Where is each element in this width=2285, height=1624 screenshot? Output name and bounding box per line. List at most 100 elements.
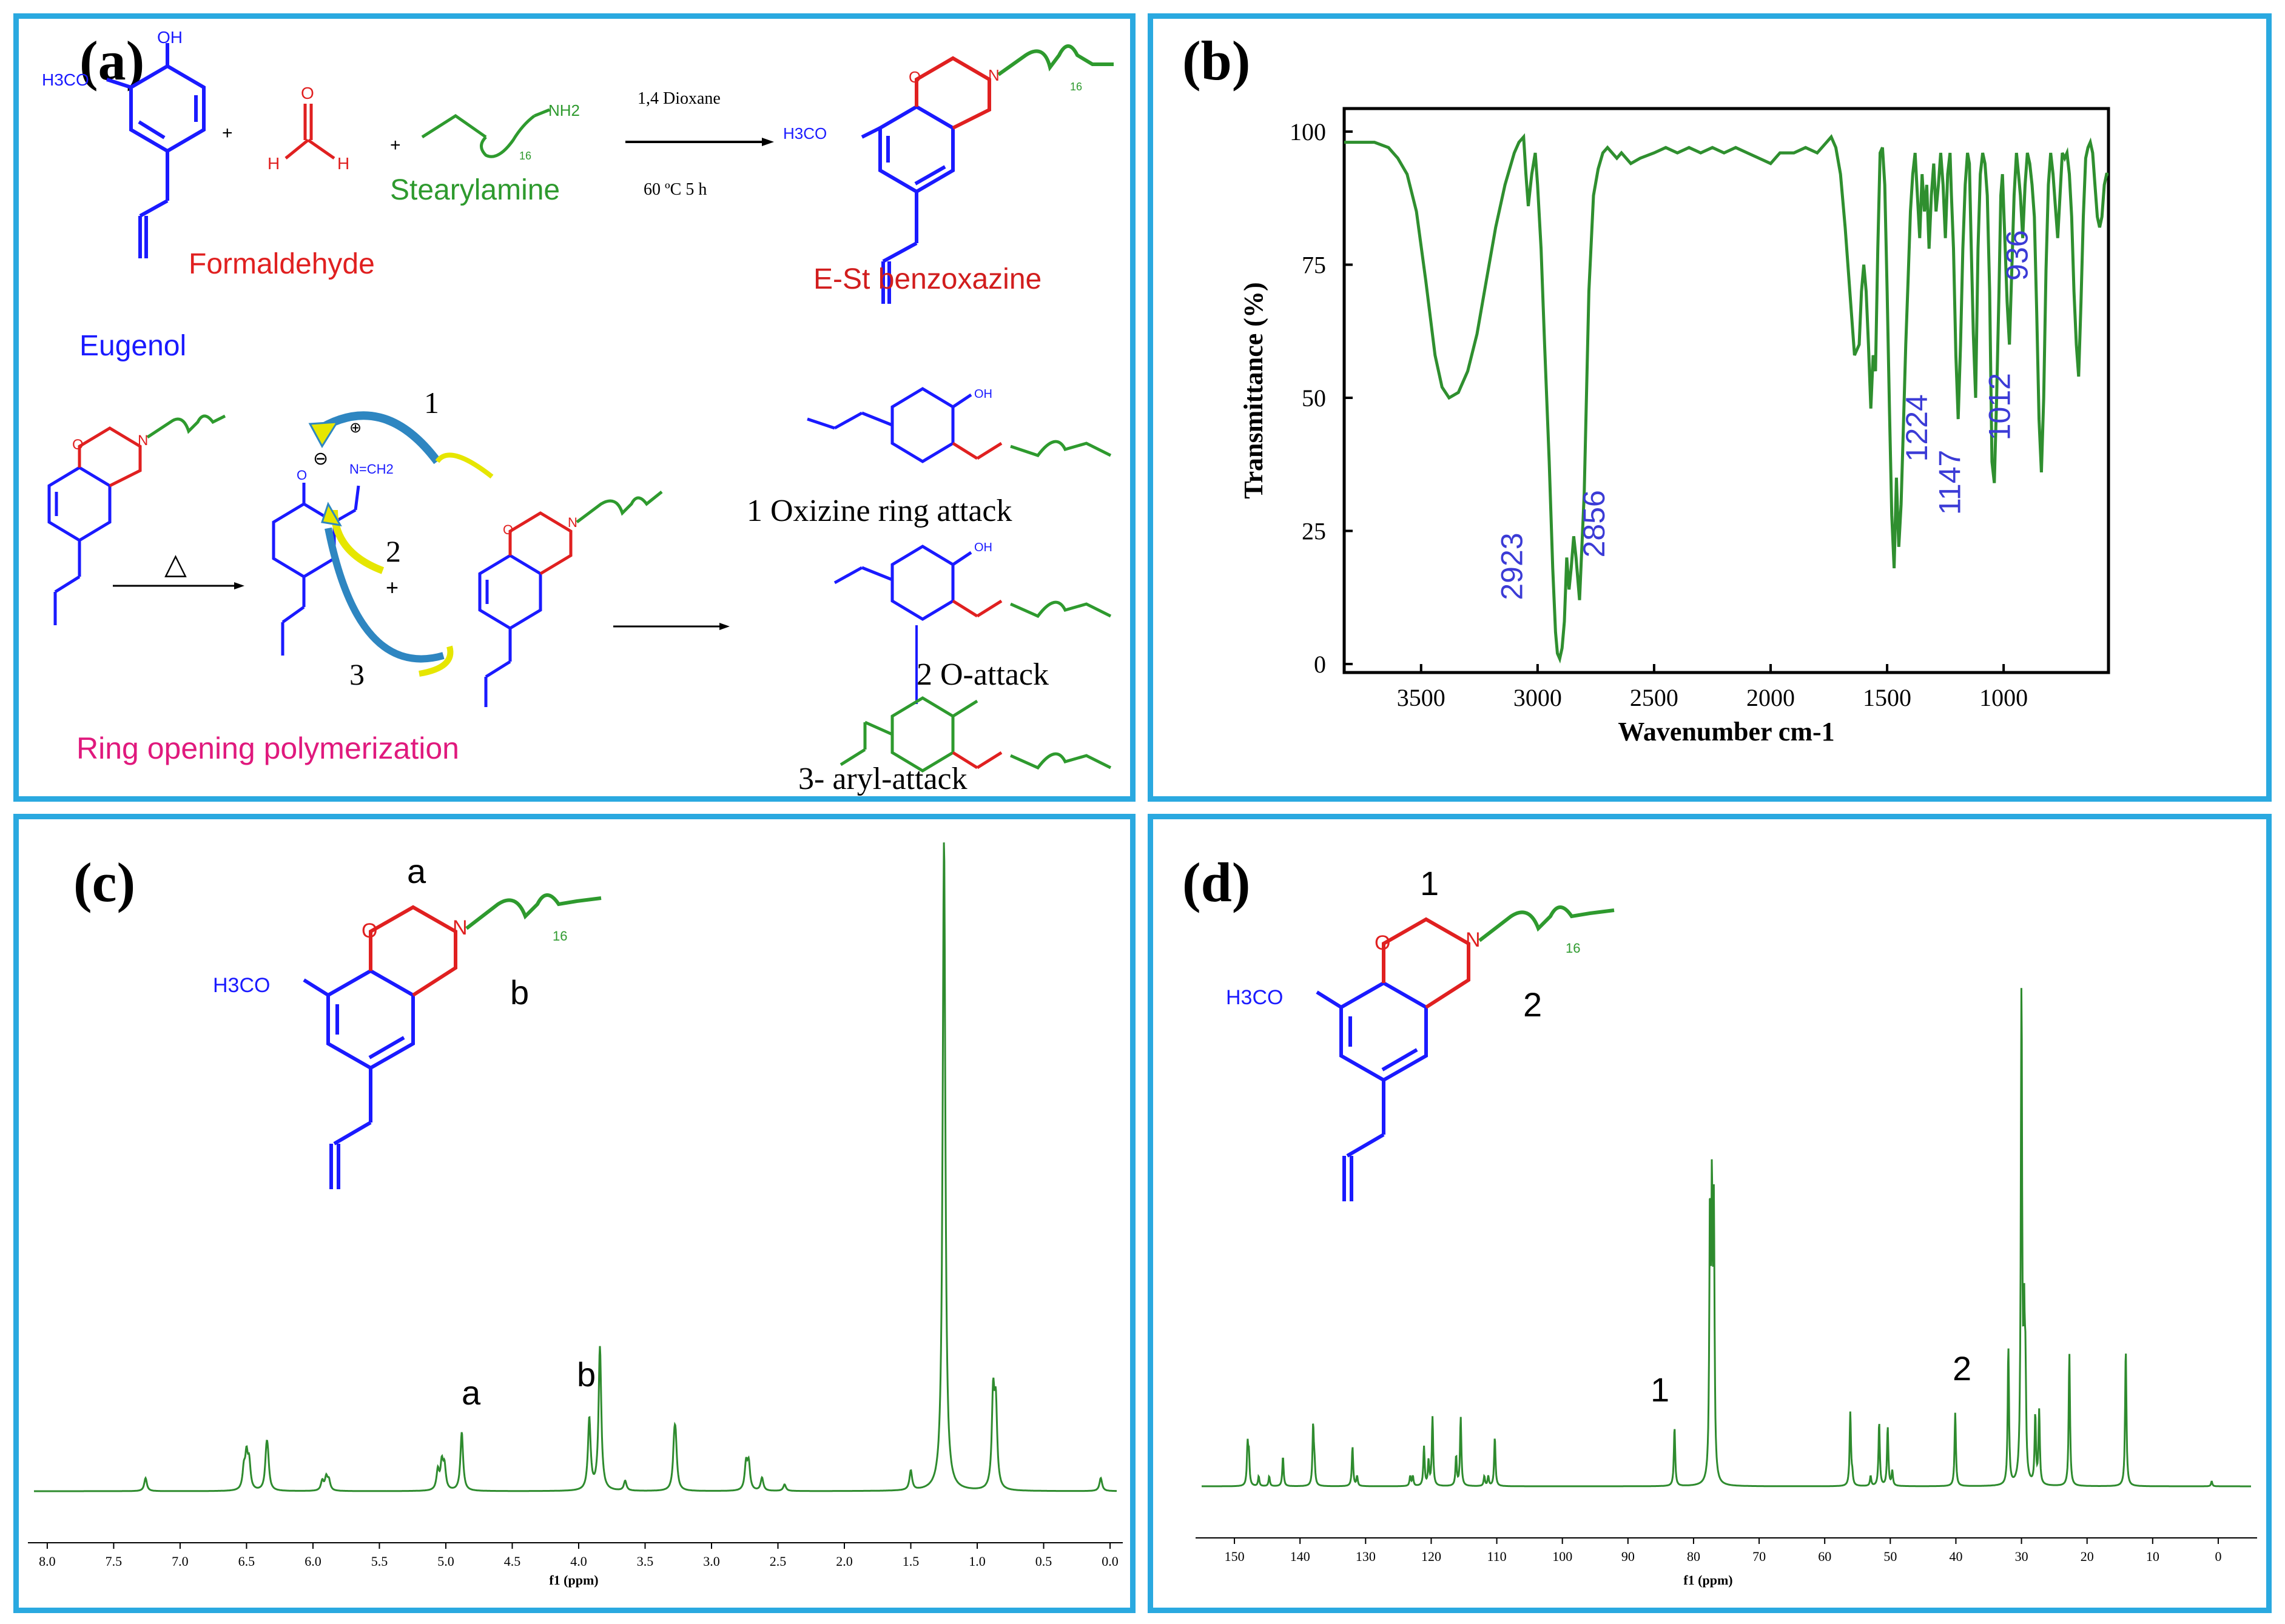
- c-peak-label-b: b: [577, 1355, 596, 1394]
- nmr-x-tick-label: 3.0: [703, 1554, 720, 1569]
- c-nmr-spectrum-line: [1202, 988, 2251, 1488]
- nmr-x-tick-label: 1.5: [903, 1554, 920, 1569]
- polymerization-arrowhead: [719, 623, 730, 630]
- ftir-x-tick-label: 3000: [1513, 684, 1562, 711]
- plus-charge: ⊕: [349, 420, 362, 436]
- attack-1-label: 1 Oxizine ring attack: [747, 494, 1012, 528]
- nmr-x-tick-label: 60: [1818, 1549, 1831, 1564]
- product-structure: [861, 44, 1114, 304]
- rop-o: O: [72, 437, 84, 453]
- product-h3co: H3CO: [783, 124, 827, 143]
- d-struct-label-2: 2: [1523, 985, 1542, 1024]
- condition-solvent: 1,4 Dioxane: [638, 89, 721, 108]
- nmr-x-tick-label: 10: [2146, 1549, 2159, 1564]
- intermediate-o-minus: O: [297, 468, 307, 483]
- nmr-x-tick-label: 1.0: [969, 1554, 986, 1569]
- second-monomer-o: O: [503, 522, 513, 537]
- nmr-x-tick-label: 5.5: [371, 1554, 388, 1569]
- ftir-peak-label: 2923: [1495, 532, 1529, 600]
- minus-charge: ⊖: [313, 449, 328, 469]
- panel-b-ftir: (b) 3500 3000 2500 2000 1500 1000 0 25 50 75 100 2…: [1148, 13, 2272, 802]
- eugenol-label: Eugenol: [79, 330, 186, 362]
- ftir-spectrum-line: [1344, 133, 2108, 664]
- nmr-x-tick-label: 6.5: [238, 1554, 255, 1569]
- ftir-x-tick-label: 3500: [1397, 684, 1445, 711]
- eugenol-h3co: H3CO: [42, 70, 89, 89]
- nmr-x-tick-label: 50: [1883, 1549, 1897, 1564]
- formaldehyde-structure: [284, 104, 335, 160]
- d-atom-o: O: [1375, 931, 1390, 955]
- attack-2-structure: [833, 545, 1112, 621]
- nmr-x-tick-label: 90: [1621, 1549, 1635, 1564]
- rop-n: N: [138, 432, 148, 449]
- arrow-number-3: 3: [349, 657, 365, 691]
- nmr-x-tick-label: 20: [2081, 1549, 2094, 1564]
- arrow-3-head: [321, 502, 342, 526]
- nmr-x-tick-label: 40: [1949, 1549, 1962, 1564]
- intermediate-structure: [272, 483, 360, 656]
- ftir-y-tick-label: 50: [1302, 384, 1326, 412]
- c-sub16: 16: [553, 928, 567, 944]
- ftir-chart: (b) 3500 3000 2500 2000 1500 1000 0 25 50 75 100 2…: [1182, 30, 2110, 747]
- intermediate-plus: +: [386, 575, 399, 600]
- attack-3-structure: [840, 696, 1112, 773]
- d-struct-label-1: 1: [1420, 864, 1439, 902]
- heat-symbol: △: [164, 548, 187, 580]
- nmr-x-tick-label: 70: [1752, 1549, 1766, 1564]
- nmr-x-tick-label: 4.0: [570, 1554, 587, 1569]
- c-nmr-chart: (d) O N H3CO 16 1 2 150 140 130 120 110 100 90…: [1182, 851, 2257, 1588]
- ftir-peak-label: 1012: [1983, 373, 2017, 440]
- d-sub16: 16: [1566, 941, 1580, 956]
- attack-3-label: 3- aryl-attack: [798, 762, 968, 796]
- arrow-number-2: 2: [386, 534, 401, 568]
- h-nmr-chart: (c) O N H3CO 16 a b 8.0 7.5 7.0 6.5 6.0 5.5 5.…: [28, 842, 1123, 1588]
- d-h3co: H3CO: [1226, 986, 1283, 1009]
- curved-arrows: [308, 411, 494, 677]
- c-structure: [303, 893, 602, 1189]
- formaldehyde-label: Formaldehyde: [189, 248, 375, 280]
- nmr-x-tick-label: 3.5: [637, 1554, 654, 1569]
- ftir-x-axis-label: Wavenumber cm-1: [1618, 717, 1834, 747]
- eugenol-oh: OH: [157, 28, 183, 47]
- panel-c-h-nmr: (c) O N H3CO 16 a b 8.0 7.5 7.0 6.5 6.0 5.5 5.…: [13, 814, 1136, 1613]
- c-atom-o: O: [362, 919, 377, 942]
- ftir-peak-label: 936: [2001, 230, 2034, 280]
- ftir-x-tick-label: 1500: [1863, 684, 1911, 711]
- nmr-x-tick-label: 100: [1552, 1549, 1572, 1564]
- arrow-number-1: 1: [424, 386, 439, 420]
- ftir-y-axis-label: Transmittance (%): [1239, 282, 1268, 498]
- nmr-x-tick-label: 5.0: [437, 1554, 454, 1569]
- nmr-x-tick-label: 0.5: [1035, 1554, 1052, 1569]
- second-monomer-structure: [478, 491, 663, 707]
- c-struct-label-b: b: [510, 973, 529, 1012]
- intermediate-n-ch2: N=CH2: [349, 461, 394, 477]
- c-atom-n: N: [453, 916, 468, 939]
- ftir-x-tick-label: 2000: [1746, 684, 1795, 711]
- ftir-ticks: 3500 3000 2500 2000 1500 1000 0 25 50 75 100: [1290, 118, 2028, 711]
- nmr-x-tick-label: 150: [1225, 1549, 1245, 1564]
- ftir-peak-label: 1147: [1933, 450, 1967, 515]
- nmr-x-tick-label: 2.5: [770, 1554, 787, 1569]
- h-nmr-spectrum-line: [34, 842, 1117, 1492]
- nmr-x-tick-label: 6.0: [305, 1554, 321, 1569]
- curved-arrow-3: [325, 527, 445, 663]
- c-peak-label-a: a: [462, 1374, 481, 1412]
- ftir-y-tick-label: 0: [1314, 651, 1326, 678]
- d-atom-n: N: [1466, 928, 1481, 951]
- rop-monomer-structure: [47, 414, 226, 625]
- stearylamine-label: Stearylamine: [390, 174, 560, 206]
- scheme-svg: (a) OH H3CO Eugenol + O H H Formaldehyde…: [42, 28, 1114, 796]
- arrow-1-tail: [435, 452, 494, 479]
- second-monomer-n: N: [568, 515, 577, 530]
- panel-b-label: (b): [1182, 30, 1250, 92]
- eugenol-structure: [106, 43, 206, 258]
- ftir-x-tick-label: 2500: [1630, 684, 1678, 711]
- nmr-x-tick-label: 120: [1421, 1549, 1441, 1564]
- d-peak-label-1: 1: [1651, 1371, 1669, 1409]
- stearylamine-sub16: 16: [519, 150, 531, 162]
- ftir-y-tick-label: 100: [1290, 118, 1326, 146]
- nmr-x-tick-label: 0: [2215, 1549, 2221, 1564]
- nmr-x-tick-label: 7.5: [106, 1554, 123, 1569]
- ftir-x-tick-label: 1000: [1979, 684, 2028, 711]
- d-structure: [1316, 905, 1615, 1201]
